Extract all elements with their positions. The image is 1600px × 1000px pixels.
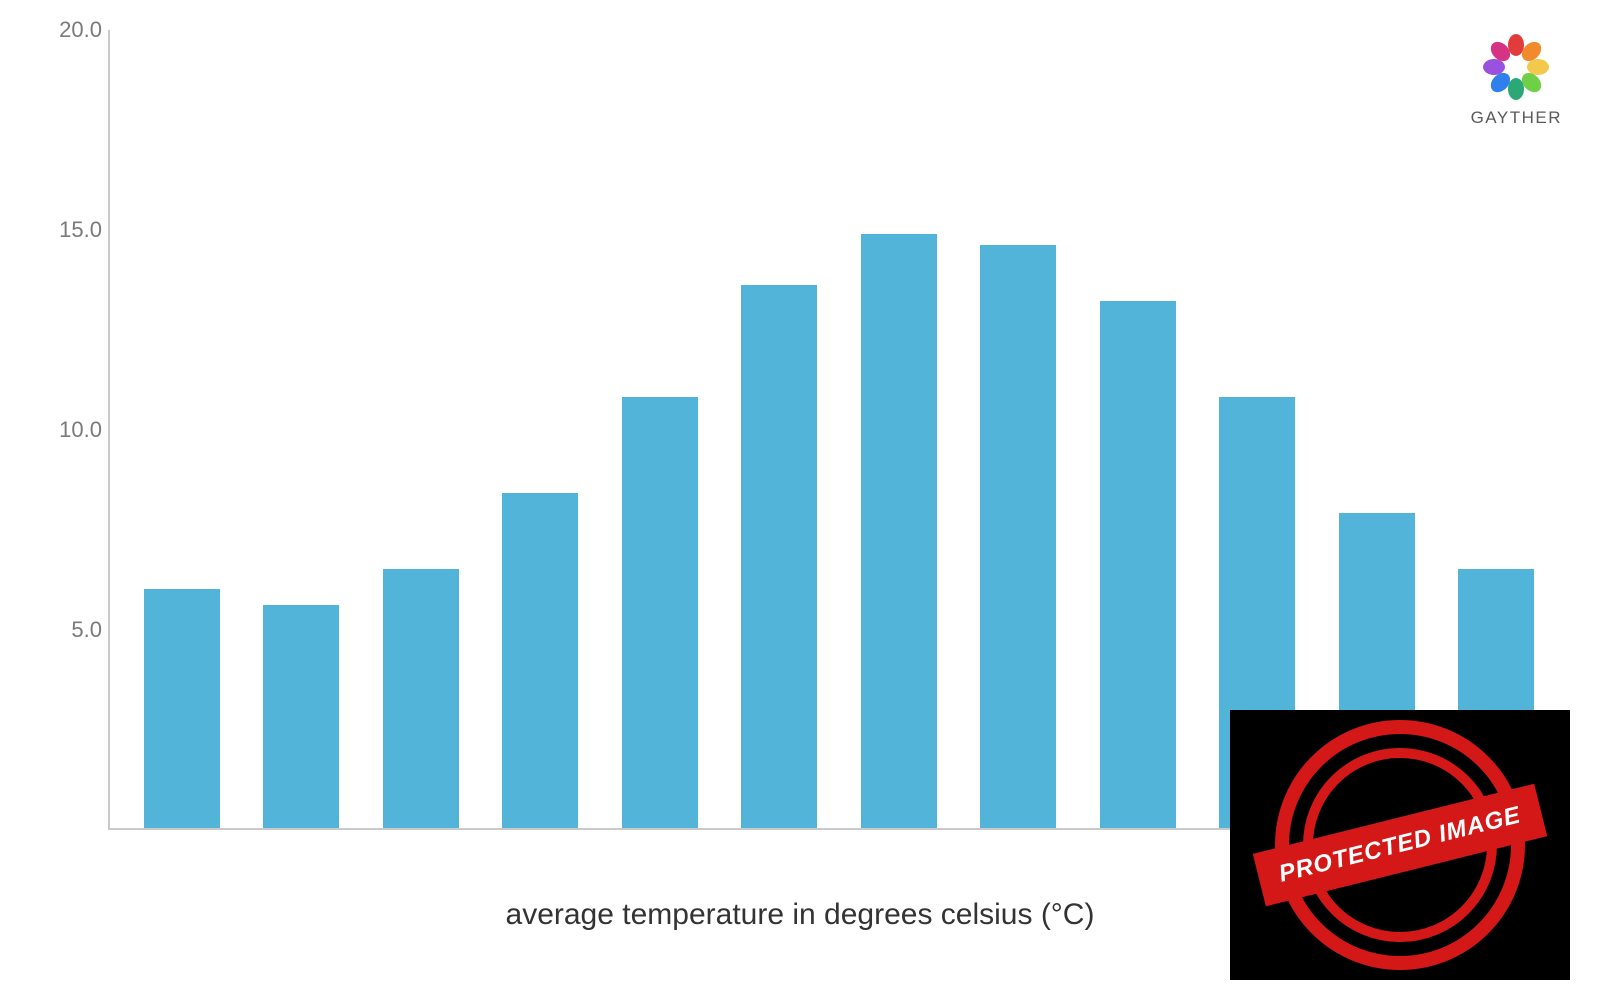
bar: [622, 397, 698, 828]
y-tick-label: 20.0: [59, 17, 102, 43]
bar: [144, 589, 220, 828]
logo-flower-icon: [1481, 32, 1551, 102]
bar: [980, 245, 1056, 828]
gayther-logo: GAYTHER: [1471, 32, 1562, 128]
bar-slot: [242, 30, 362, 828]
bar-slot: [1198, 30, 1318, 828]
bar-slot: [1078, 30, 1198, 828]
bar-slot: [1317, 30, 1437, 828]
bar-slot: [600, 30, 720, 828]
bar-slot: [361, 30, 481, 828]
bar: [383, 569, 459, 828]
bar-slot: [839, 30, 959, 828]
stamp-ring-icon: PROTECTED IMAGE: [1275, 720, 1525, 970]
bar: [861, 234, 937, 829]
bar: [502, 493, 578, 828]
y-tick-label: 5.0: [71, 617, 102, 643]
bar: [741, 285, 817, 828]
bars-container: [110, 30, 1568, 828]
bar-slot: [720, 30, 840, 828]
bar-slot: [481, 30, 601, 828]
logo-text: GAYTHER: [1471, 108, 1562, 128]
protected-image-stamp: PROTECTED IMAGE: [1230, 710, 1570, 980]
bar-slot: [1437, 30, 1557, 828]
y-tick-label: 15.0: [59, 217, 102, 243]
y-tick-label: 10.0: [59, 417, 102, 443]
bar-slot: [122, 30, 242, 828]
bar: [1100, 301, 1176, 828]
bar-slot: [959, 30, 1079, 828]
bar: [263, 605, 339, 828]
logo-petal-icon: [1508, 78, 1524, 100]
